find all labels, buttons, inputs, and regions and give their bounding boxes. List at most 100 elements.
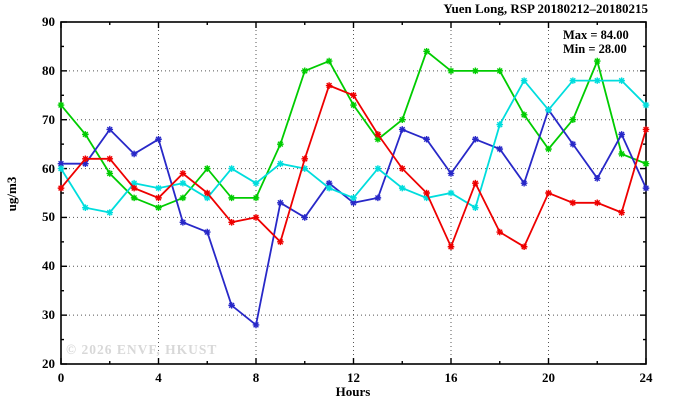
series-green-marker: [569, 116, 577, 124]
series-green-marker: [106, 170, 114, 177]
series-blue-marker: [496, 145, 504, 153]
series-red-marker: [593, 199, 601, 207]
series-cyan-marker: [642, 101, 650, 109]
series-cyan-marker: [155, 184, 162, 192]
series-red: [57, 82, 650, 251]
series-cyan-marker: [545, 106, 552, 114]
series-red-marker: [423, 189, 430, 197]
series-cyan-marker: [496, 121, 504, 128]
chart-title: Yuen Long, RSP 20180212–20180215: [443, 1, 648, 16]
series-blue-marker: [398, 126, 406, 133]
series-red-marker: [642, 126, 650, 133]
series-blue-marker: [593, 175, 601, 182]
y-tick-label: 60: [42, 160, 55, 176]
series-blue-marker: [618, 131, 625, 138]
series-red-marker: [203, 189, 211, 197]
series-cyan-marker: [618, 77, 625, 84]
series-cyan-marker: [82, 204, 89, 211]
series-red-marker: [155, 194, 162, 202]
series-red-marker: [496, 228, 504, 236]
series-green-marker: [252, 194, 260, 202]
y-tick-label: 70: [42, 111, 55, 127]
series-green-marker: [325, 57, 333, 65]
x-axis-label: Hours: [335, 384, 371, 399]
series-red-marker: [447, 243, 455, 251]
series-red-marker: [520, 243, 528, 251]
series-blue-marker: [569, 140, 577, 148]
series-green-marker: [593, 57, 601, 65]
y-axis-label: ug/m3: [4, 176, 19, 212]
series-blue-marker: [252, 321, 260, 329]
series-green-marker: [545, 145, 552, 153]
series-blue-marker: [277, 199, 284, 207]
series-green-marker: [179, 194, 187, 202]
series-cyan-marker: [569, 77, 577, 84]
series-cyan-marker: [203, 194, 211, 202]
series-green-marker: [130, 194, 138, 202]
series-green-marker: [82, 131, 89, 138]
series-cyan: [57, 77, 650, 216]
series-green-marker: [447, 67, 455, 75]
gridlines: [61, 22, 646, 364]
series-red-marker: [82, 155, 89, 163]
plot-border: [60, 21, 647, 365]
series-red-marker: [130, 184, 138, 192]
axis-ticks: [60, 21, 647, 365]
series-blue-marker: [350, 199, 357, 207]
series-green-marker: [57, 101, 65, 109]
series-cyan-marker: [447, 189, 455, 197]
annotation-min: Min = 28.00: [563, 42, 627, 56]
series-green-marker: [618, 150, 625, 158]
series-blue-marker: [642, 184, 650, 192]
series-green-marker: [155, 204, 162, 211]
y-tick-label: 50: [42, 209, 55, 225]
series-green-marker: [228, 194, 235, 202]
series-red-marker: [277, 238, 284, 246]
series-blue-marker: [472, 135, 479, 143]
series-blue-marker: [228, 302, 235, 309]
series-green-marker: [472, 67, 479, 75]
series-blue-marker: [82, 160, 89, 167]
series-green-marker: [301, 67, 309, 75]
series-red-marker: [569, 199, 577, 207]
x-tick-label: 20: [542, 370, 555, 385]
series-red-marker: [350, 91, 357, 99]
x-tick-label: 24: [639, 370, 653, 385]
series-red-marker: [618, 209, 625, 216]
series-blue-marker: [203, 228, 211, 236]
series-cyan-marker: [472, 204, 479, 211]
series-cyan-marker: [179, 179, 187, 187]
x-tick-label: 16: [444, 370, 458, 385]
series-red-marker: [398, 165, 406, 172]
series-red-marker: [106, 155, 114, 163]
series-cyan-marker: [374, 165, 382, 172]
series-green-marker: [642, 160, 650, 167]
series-red-marker: [301, 155, 309, 163]
y-tick-label: 90: [42, 14, 55, 29]
series-blue-marker: [57, 160, 65, 167]
x-tick-label: 8: [252, 370, 260, 385]
series-red-marker: [374, 131, 382, 138]
series-blue-marker: [374, 194, 382, 202]
series-green: [57, 48, 650, 211]
series-cyan-marker: [252, 179, 260, 187]
series-red-marker: [57, 184, 65, 192]
series-red-marker: [325, 82, 333, 89]
x-tick-label: 0: [57, 370, 65, 385]
series-cyan-marker: [301, 165, 309, 172]
series-green-marker: [277, 140, 284, 148]
series-blue-marker: [106, 126, 114, 133]
x-tick-label: 12: [347, 370, 360, 385]
series-cyan-marker: [350, 194, 357, 202]
series-green-marker: [496, 67, 504, 75]
y-tick-label: 80: [42, 62, 55, 78]
series-cyan-marker: [228, 165, 235, 172]
series-blue-marker: [130, 150, 138, 158]
series-blue-marker: [520, 179, 528, 187]
series-green-marker: [423, 48, 430, 55]
series-red-marker: [545, 189, 552, 197]
series-cyan-marker: [130, 179, 138, 187]
series-green-marker: [520, 111, 528, 119]
